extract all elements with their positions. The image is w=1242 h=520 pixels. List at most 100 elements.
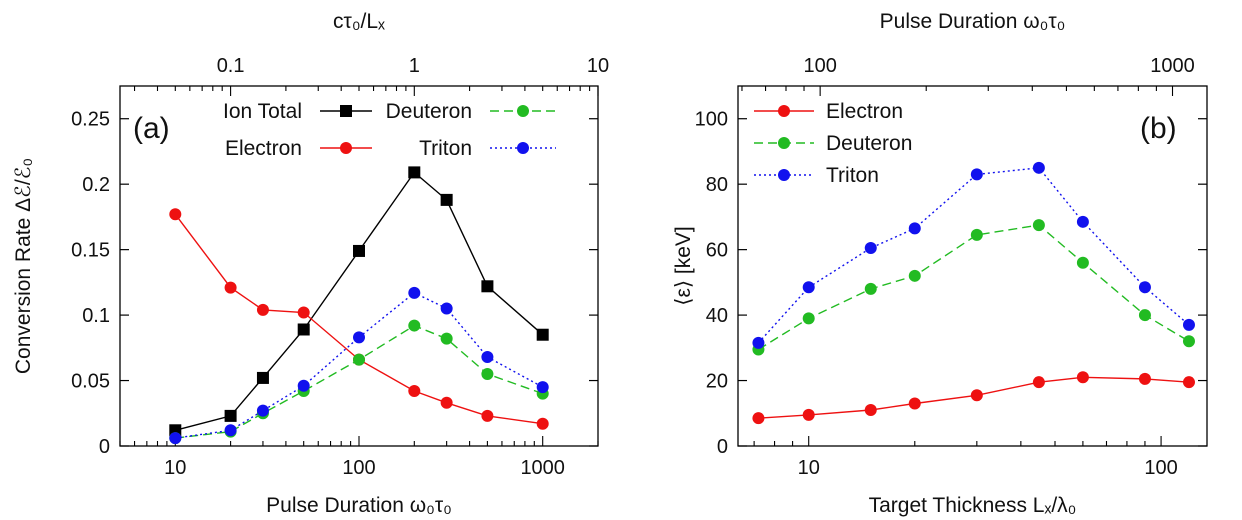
x-tick-label: 100 xyxy=(1144,457,1177,479)
data-point xyxy=(908,397,921,410)
y-axis-label: Conversion Rate Δℰ/ℰ₀ xyxy=(12,158,35,374)
legend-marker xyxy=(517,142,529,154)
data-point xyxy=(1138,372,1151,385)
legend-marker xyxy=(517,105,529,117)
data-point xyxy=(1076,256,1089,269)
series-line-triton xyxy=(757,167,1190,344)
data-point xyxy=(908,269,921,282)
data-point xyxy=(169,208,182,221)
x-axis-label: Target Thickness Lₓ/λ₀ xyxy=(869,494,1077,517)
series-line-ion-total xyxy=(175,171,544,431)
top-x-tick-label: 100 xyxy=(803,55,836,77)
data-point xyxy=(297,379,310,392)
data-point xyxy=(224,281,237,294)
top-x-axis-label: Pulse Duration ω₀τ₀ xyxy=(880,10,1066,33)
data-point xyxy=(224,409,237,422)
y-tick-label: 80 xyxy=(706,174,728,196)
data-point xyxy=(802,312,815,325)
legend-label: Deuteron xyxy=(386,100,472,123)
data-point xyxy=(224,424,237,437)
data-point xyxy=(440,332,453,345)
plot-frame xyxy=(737,85,1208,447)
data-point xyxy=(440,396,453,409)
data-point xyxy=(970,389,983,402)
data-point xyxy=(408,319,421,332)
legend-label: Triton xyxy=(419,137,472,160)
data-point xyxy=(297,306,310,319)
x-axis-label: Pulse Duration ω₀τ₀ xyxy=(266,494,452,517)
data-point xyxy=(864,282,877,295)
x-tick-label: 1000 xyxy=(520,457,565,479)
plot-frame xyxy=(119,85,599,447)
data-point xyxy=(481,280,494,293)
panel-a-conversion-rate: 0 0.05 0.1 0.15 0.2 0.25 10 100 1000 0.1 1 10 Pulse … xyxy=(12,10,609,517)
top-x-axis-label: cτ₀/Lₓ xyxy=(333,10,385,33)
data-point xyxy=(1138,281,1151,294)
panel-tag: (a) xyxy=(133,112,170,145)
data-point xyxy=(481,409,494,422)
top-x-tick-label: 0.1 xyxy=(217,55,245,77)
y-tick-label: 0 xyxy=(99,436,110,458)
data-point xyxy=(169,432,182,445)
data-point xyxy=(353,244,365,257)
data-point xyxy=(1182,318,1195,331)
legend-label: Ion Total xyxy=(223,100,302,123)
data-point xyxy=(1032,376,1045,389)
data-point xyxy=(297,323,310,336)
data-point xyxy=(1182,335,1195,348)
legend-marker xyxy=(778,137,790,149)
data-point xyxy=(1182,376,1195,389)
top-x-tick-label: 10 xyxy=(587,55,609,77)
legend-label: Deuteron xyxy=(826,132,912,155)
data-point xyxy=(864,404,877,416)
data-point xyxy=(481,350,494,363)
legend-label: Electron xyxy=(225,137,302,160)
data-point xyxy=(353,331,365,344)
data-point xyxy=(536,328,549,341)
y-tick-label: 0.05 xyxy=(71,371,110,393)
panel-b-mean-energy: 0 20 40 60 80 100 10 100 100 1000 Target Thickness… xyxy=(672,10,1208,517)
legend-label: Triton xyxy=(826,164,879,187)
x-tick-label: 10 xyxy=(798,457,820,479)
y-tick-label: 60 xyxy=(706,240,728,262)
data-point xyxy=(802,281,815,294)
legend-marker xyxy=(340,105,352,117)
y-tick-label: 40 xyxy=(706,305,728,327)
x-tick-label: 100 xyxy=(342,457,375,479)
data-point xyxy=(256,371,269,384)
data-point xyxy=(440,193,453,206)
data-point xyxy=(408,385,421,398)
y-tick-label: 0.2 xyxy=(82,174,110,196)
legend-label: Electron xyxy=(826,100,903,123)
data-point xyxy=(752,336,765,349)
data-point xyxy=(353,353,365,366)
data-point xyxy=(1032,219,1045,232)
data-point xyxy=(536,417,549,430)
data-point xyxy=(970,228,983,241)
data-point xyxy=(1138,309,1151,322)
data-point xyxy=(1076,371,1089,384)
x-tick-label: 10 xyxy=(164,457,186,479)
legend-marker xyxy=(340,142,352,154)
data-point xyxy=(970,168,983,181)
data-point xyxy=(752,412,765,425)
y-tick-label: 0.25 xyxy=(71,109,110,131)
data-point xyxy=(256,303,269,316)
data-point xyxy=(481,368,494,380)
data-point xyxy=(864,242,877,254)
data-point xyxy=(536,381,549,394)
y-tick-label: 0.15 xyxy=(71,240,110,262)
data-point xyxy=(256,404,269,417)
top-x-tick-label: 1000 xyxy=(1150,55,1195,77)
data-point xyxy=(408,166,421,179)
series-line-deuteron xyxy=(758,224,1190,351)
y-tick-label: 0 xyxy=(717,436,728,458)
data-point xyxy=(440,302,453,315)
legend-marker xyxy=(778,105,790,117)
y-tick-label: 0.1 xyxy=(82,305,110,327)
data-point xyxy=(908,222,921,235)
y-tick-label: 100 xyxy=(695,109,728,131)
top-x-tick-label: 1 xyxy=(409,55,420,77)
data-point xyxy=(1032,161,1045,174)
